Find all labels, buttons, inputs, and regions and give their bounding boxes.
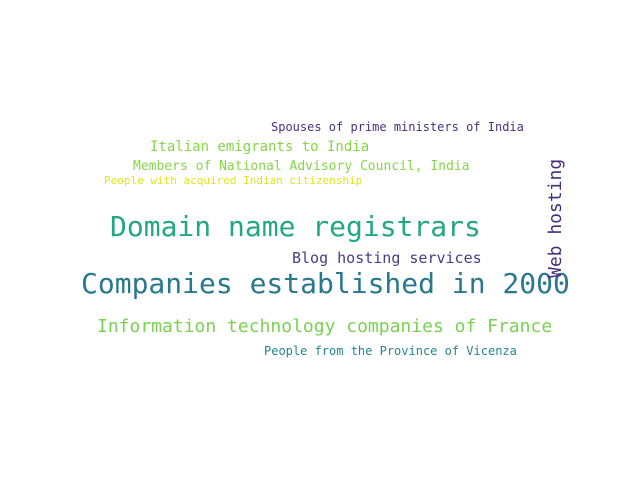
word-web-hosting: Web hosting bbox=[545, 158, 566, 278]
word-blog-hosting-services: Blog hosting services bbox=[292, 249, 482, 267]
word-people-province-vicenza: People from the Province of Vicenza bbox=[264, 344, 517, 358]
word-people-acquired-citizenship: People with acquired Indian citizenship bbox=[104, 174, 363, 187]
word-domain-name-registrars: Domain name registrars bbox=[110, 210, 481, 243]
word-companies-established-2000: Companies established in 2000 bbox=[81, 267, 570, 300]
word-italian-emigrants: Italian emigrants to India bbox=[150, 139, 370, 155]
word-members-national-advisory-council: Members of National Advisory Council, In… bbox=[133, 159, 470, 174]
word-information-technology-companies-france: Information technology companies of Fran… bbox=[97, 316, 553, 337]
word-spouses-of-prime-ministers: Spouses of prime ministers of India bbox=[271, 120, 524, 134]
